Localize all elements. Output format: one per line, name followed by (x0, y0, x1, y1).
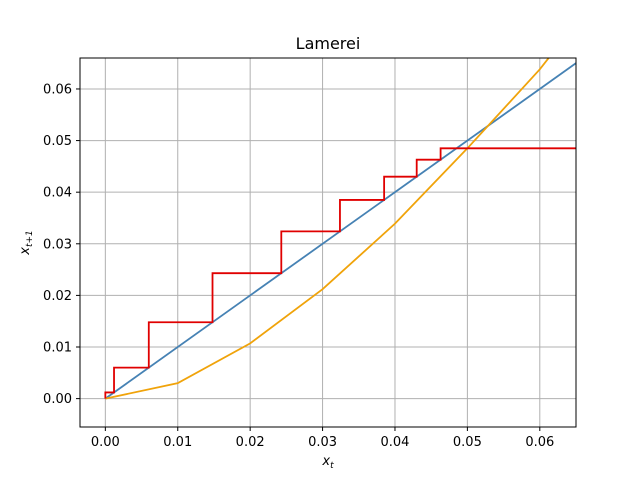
y-tick-label: 0.00 (43, 392, 72, 407)
y-axis-label: xt+1 (18, 230, 35, 256)
x-axis-label-subscript: t (330, 461, 334, 471)
y-tick-label: 0.03 (43, 237, 72, 252)
x-tick-label: 0.01 (163, 435, 192, 450)
y-tick-label: 0.04 (43, 186, 72, 201)
x-axis-label-base: x (321, 454, 330, 469)
x-tick-label: 0.05 (453, 435, 482, 450)
plot-frame (79, 57, 577, 428)
x-tick-label: 0.06 (525, 435, 554, 450)
map-curve (105, 58, 550, 400)
y-tick-label: 0.02 (43, 289, 72, 304)
x-axis-label: xt (321, 454, 334, 471)
x-tick-label: 0.03 (308, 435, 337, 450)
y-tick-label: 0.06 (43, 82, 72, 97)
y-tick-label: 0.05 (43, 134, 72, 149)
y-tick-label: 0.01 (43, 341, 72, 356)
grid (80, 58, 576, 427)
x-tick-label: 0.00 (91, 435, 120, 450)
y-axis-label-subscript: t+1 (25, 230, 35, 247)
cobweb-path (104, 147, 576, 399)
axis-ticks: 0.00 0.01 0.02 0.03 0.04 0.05 0.06 0.00 0.01 0.02… (43, 82, 554, 450)
plot-series (104, 58, 576, 400)
y-axis-label-base: x (18, 247, 33, 256)
x-tick-label: 0.04 (381, 435, 410, 450)
x-tick-label: 0.02 (236, 435, 265, 450)
chart-title: Lamerei (296, 34, 361, 53)
